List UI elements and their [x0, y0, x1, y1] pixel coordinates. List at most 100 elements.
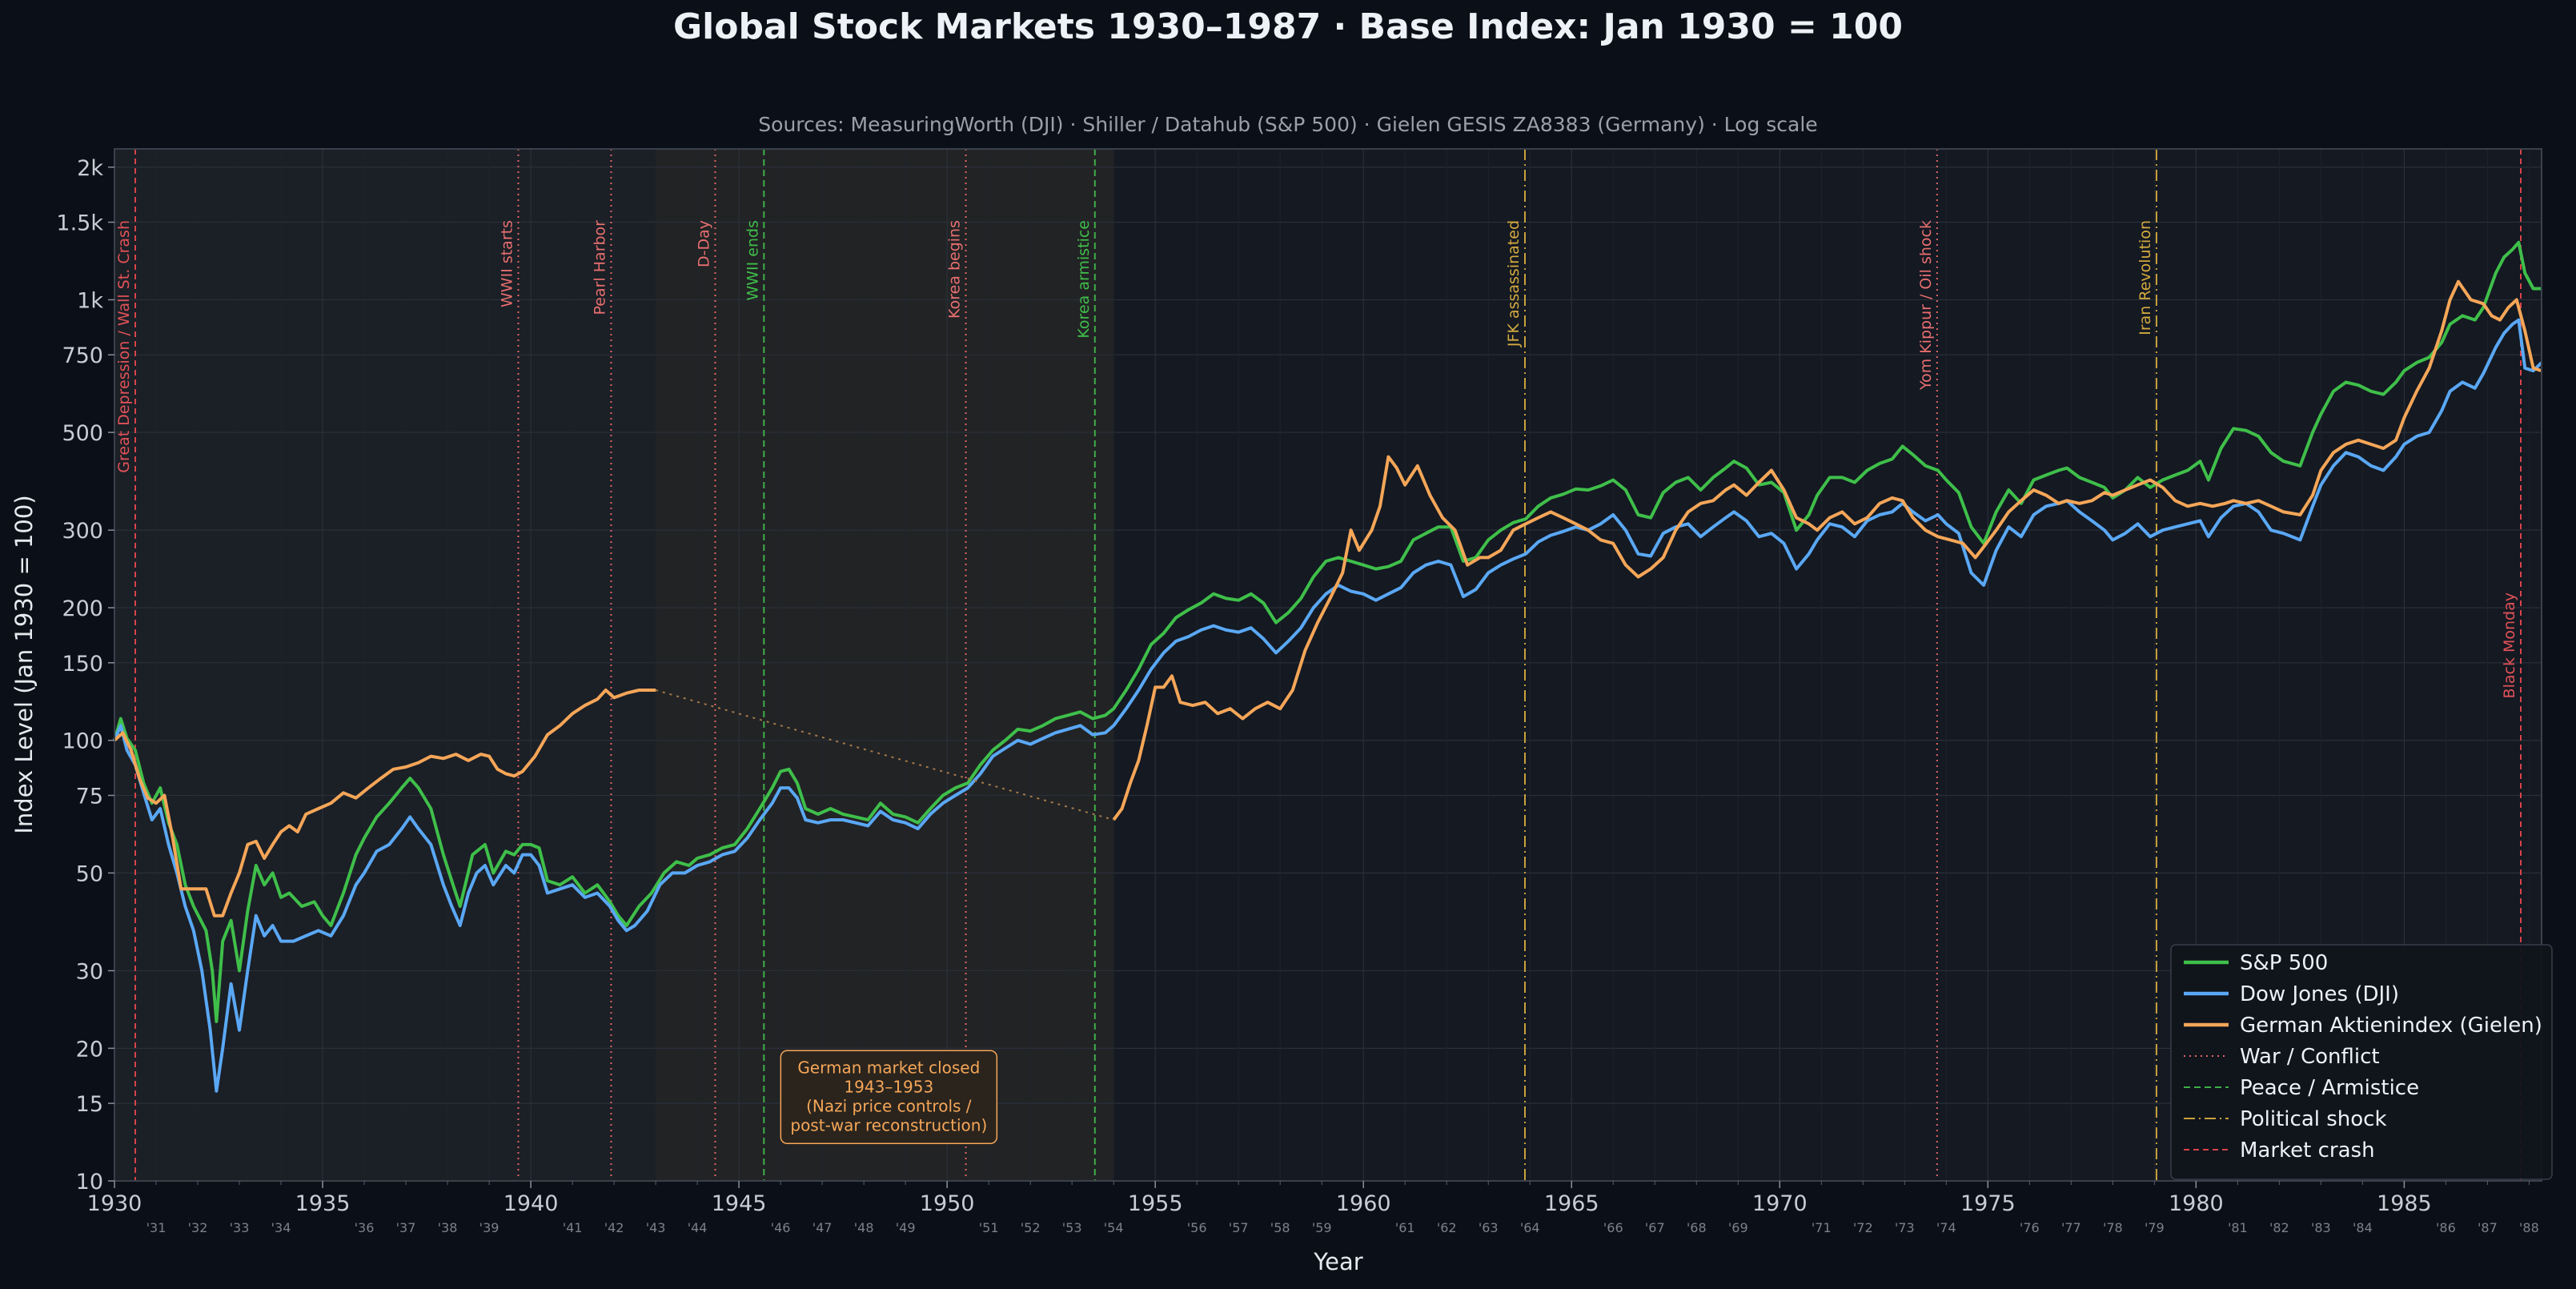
- event-label-korea-begins: Korea begins: [946, 220, 964, 319]
- event-label-jfk-assassinated: JFK assassinated: [1505, 220, 1523, 347]
- x-minor-tick-label: '54: [1104, 1220, 1124, 1235]
- x-minor-tick-label: '37: [396, 1220, 416, 1235]
- x-minor-tick-label: '49: [896, 1220, 916, 1235]
- y-tick-label: 30: [76, 959, 103, 984]
- x-minor-tick-label: '88: [2519, 1220, 2539, 1235]
- x-minor-tick-label: '87: [2478, 1220, 2498, 1235]
- x-minor-tick-label: '32: [188, 1220, 208, 1235]
- shaded-region-2: [656, 149, 1114, 1181]
- y-tick-label: 100: [62, 729, 103, 754]
- series-line-s-p-500: [113, 240, 2542, 1023]
- x-minor-tick-label: '82: [2269, 1220, 2289, 1235]
- x-minor-tick-label: '58: [1270, 1220, 1290, 1235]
- x-tick-label: 1955: [1128, 1191, 1183, 1216]
- legend-label-peace-armistice: Peace / Armistice: [2240, 1076, 2419, 1100]
- x-tick-label: 1970: [1752, 1191, 1808, 1216]
- y-tick-label: 50: [76, 861, 103, 886]
- event-label-black-monday: Black Monday: [2501, 592, 2518, 698]
- y-tick-label: 1.5k: [56, 211, 103, 236]
- x-tick-label: 1930: [87, 1191, 142, 1216]
- y-tick-label: 20: [76, 1037, 103, 1062]
- event-label-d-day: D-Day: [695, 220, 712, 267]
- event-label-wwii-ends: WWII ends: [744, 220, 761, 301]
- legend-label-war-conflict: War / Conflict: [2240, 1045, 2380, 1069]
- legend-label-market-crash: Market crash: [2240, 1138, 2375, 1163]
- x-minor-tick-label: '62: [1437, 1220, 1457, 1235]
- x-minor-tick-label: '46: [771, 1220, 791, 1235]
- x-minor-tick-label: '33: [230, 1220, 250, 1235]
- legend-label-political-shock: Political shock: [2240, 1107, 2387, 1131]
- x-tick-label: 1985: [2377, 1191, 2432, 1216]
- x-minor-tick-label: '44: [688, 1220, 708, 1235]
- plot-frame: [114, 148, 2542, 1182]
- y-tick-label: 2k: [77, 156, 103, 181]
- x-minor-tick-label: '74: [1936, 1220, 1956, 1235]
- event-label-korea-armistice: Korea armistice: [1075, 220, 1093, 339]
- x-tick-label: 1935: [295, 1191, 351, 1216]
- event-label-yom-kippur-oil-shock: Yom Kippur / Oil shock: [1917, 220, 1935, 391]
- x-minor-tick-label: '39: [479, 1220, 500, 1235]
- y-tick-label: 15: [76, 1092, 103, 1117]
- legend: S&P 500 Dow Jones (DJI) German Aktienindex…: [2170, 944, 2553, 1180]
- x-tick-label: 1960: [1336, 1191, 1391, 1216]
- x-minor-tick-label: '48: [854, 1220, 874, 1235]
- x-minor-tick-label: '56: [1187, 1220, 1207, 1235]
- x-minor-tick-label: '78: [2103, 1220, 2123, 1235]
- x-minor-tick-label: '51: [979, 1220, 999, 1235]
- series-line-dow-jones-dji: [113, 318, 2543, 1093]
- x-minor-tick-label: '61: [1395, 1220, 1415, 1235]
- x-minor-tick-label: '69: [1728, 1220, 1748, 1235]
- x-axis-label: Year: [1313, 1248, 1362, 1275]
- x-minor-tick-label: '57: [1229, 1220, 1249, 1235]
- shaded-regions: [114, 149, 1114, 1181]
- y-tick-label: 1k: [77, 288, 103, 313]
- x-minor-tick-label: '41: [563, 1220, 583, 1235]
- x-minor-tick-label: '67: [1645, 1220, 1665, 1235]
- x-minor-tick-label: '43: [646, 1220, 666, 1235]
- x-minor-tick-label: '73: [1895, 1220, 1915, 1235]
- y-axis-ticks: 10 15 20 30 50 75 100 150 200 300 500 750 1k 1.5k 2k: [56, 156, 114, 1195]
- event-label-pearl-harbor: Pearl Harbor: [591, 220, 608, 315]
- x-minor-tick-label: '38: [438, 1220, 458, 1235]
- x-minor-tick-label: '34: [271, 1220, 291, 1235]
- x-tick-label: 1950: [920, 1191, 975, 1216]
- x-minor-tick-label: '76: [2020, 1220, 2040, 1235]
- x-minor-tick-label: '47: [813, 1220, 833, 1235]
- x-tick-label: 1975: [1960, 1191, 2016, 1216]
- event-label-iran-revolution: Iran Revolution: [2137, 220, 2154, 335]
- x-tick-label: 1965: [1544, 1191, 1599, 1216]
- x-minor-tick-label: '59: [1312, 1220, 1332, 1235]
- legend-label-s-p-500: S&P 500: [2240, 951, 2328, 975]
- series-line-german-aktienindex-gielen-postwar: [1112, 279, 2542, 821]
- x-tick-label: 1940: [504, 1191, 559, 1216]
- x-minor-tick-label: '86: [2436, 1220, 2456, 1235]
- x-axis-ticks: 1930 1935 1940 1945 1950 1955 1960 1965 1970 1975…: [87, 1181, 2539, 1235]
- chart-subtitle: Sources: MeasuringWorth (DJI) · Shiller …: [758, 113, 1817, 136]
- x-minor-tick-label: '66: [1603, 1220, 1623, 1235]
- annotation-line: 1943–1953: [844, 1077, 933, 1096]
- legend-label-german-aktienindex-gielen: German Aktienindex (Gielen): [2240, 1014, 2542, 1038]
- chart-title: Global Stock Markets 1930–1987 · Base In…: [673, 6, 1903, 47]
- x-minor-tick-label: '42: [604, 1220, 624, 1235]
- x-minor-tick-label: '79: [2145, 1220, 2165, 1235]
- series-line-german-aktienindex-gielen: [113, 689, 656, 918]
- y-tick-label: 200: [62, 596, 103, 621]
- x-tick-label: 1980: [2169, 1191, 2224, 1216]
- x-minor-tick-label: '77: [2061, 1220, 2081, 1235]
- x-minor-tick-label: '31: [146, 1220, 167, 1235]
- x-minor-tick-label: '63: [1479, 1220, 1499, 1235]
- series-gap-link-german-aktienindex-gielen: [655, 689, 1114, 821]
- y-tick-label: 500: [62, 421, 103, 446]
- x-minor-tick-label: '81: [2228, 1220, 2248, 1235]
- x-minor-tick-label: '52: [1021, 1220, 1041, 1235]
- shaded-region-1: [114, 149, 656, 1181]
- x-minor-tick-label: '71: [1812, 1220, 1832, 1235]
- event-label-great-depression-wall-st-crash: Great Depression / Wall St. Crash: [115, 220, 133, 473]
- x-minor-tick-label: '68: [1687, 1220, 1707, 1235]
- x-minor-tick-label: '84: [2353, 1220, 2373, 1235]
- x-minor-tick-label: '53: [1062, 1220, 1082, 1235]
- legend-label-dow-jones-dji: Dow Jones (DJI): [2240, 982, 2399, 1006]
- y-axis-label: Index Level (Jan 1930 = 100): [10, 495, 38, 833]
